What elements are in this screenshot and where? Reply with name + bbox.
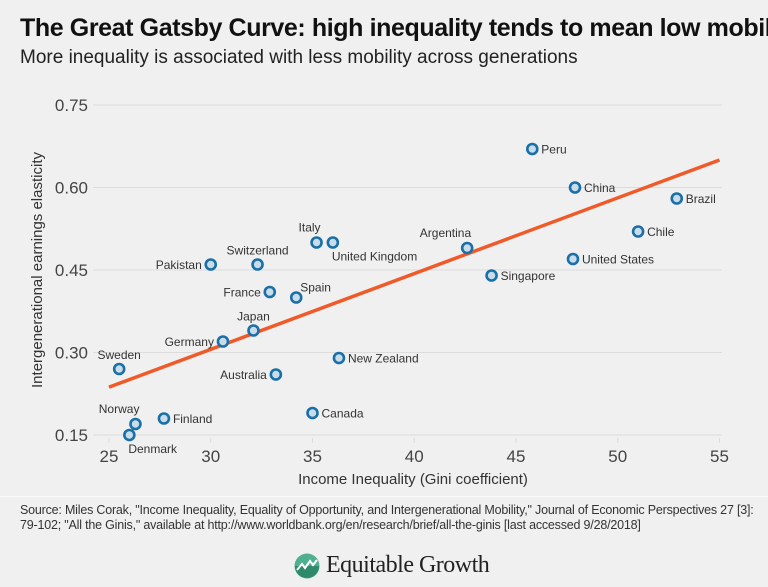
point-label: Japan	[237, 310, 270, 324]
data-point	[216, 335, 230, 348]
data-point	[332, 351, 346, 365]
data-point	[326, 236, 340, 249]
point-label: Chile	[647, 225, 675, 239]
data-point	[670, 192, 684, 205]
data-point	[568, 181, 582, 194]
point-label: China	[584, 181, 616, 195]
point-label: Singapore	[501, 269, 556, 283]
data-point	[289, 291, 303, 304]
data-point	[204, 258, 218, 271]
data-point	[157, 412, 171, 425]
y-tick-label: 0.15	[55, 426, 88, 445]
data-point	[129, 417, 142, 431]
y-tick-label: 0.60	[55, 179, 88, 198]
data-point	[263, 285, 277, 299]
x-axis-label: Income Inequality (Gini coefficient)	[298, 471, 528, 488]
x-tick-label: 50	[608, 447, 627, 466]
point-label: Peru	[541, 143, 566, 157]
point-label: Switzerland	[227, 244, 289, 258]
y-tick-label: 0.30	[55, 344, 88, 363]
data-point	[251, 258, 264, 271]
data-point	[460, 241, 474, 255]
x-tick-label: 40	[405, 447, 424, 466]
data-point	[123, 428, 136, 442]
x-tick-label: 35	[303, 447, 322, 466]
source-note: Source: Miles Corak, "Income Inequality,…	[20, 503, 754, 532]
chart-subtitle: More inequality is associated with less …	[20, 47, 578, 68]
point-label: Finland	[173, 412, 212, 426]
point-label: Brazil	[686, 192, 716, 206]
point-label: Norway	[99, 402, 140, 416]
point-label: Sweden	[97, 348, 140, 362]
data-point	[306, 406, 319, 420]
point-label: France	[223, 286, 261, 300]
point-label: New Zealand	[348, 352, 419, 366]
logo-icon	[294, 553, 320, 578]
x-tick-label: 45	[507, 447, 526, 466]
logo-text: Equitable Growth	[326, 552, 490, 578]
data-point	[247, 324, 260, 337]
data-point	[310, 236, 323, 249]
point-label: United States	[582, 253, 654, 267]
point-label: Pakistan	[156, 258, 202, 272]
footer-divider	[0, 496, 768, 497]
point-label: Denmark	[128, 442, 178, 456]
scatter-chart: 0.15 0.30 0.45 0.60 0.75 25 30 35 40 45 50 55 Income…	[29, 96, 729, 488]
point-label: Italy	[299, 221, 321, 235]
point-label: Australia	[220, 368, 267, 382]
data-point	[566, 252, 580, 266]
point-label: Argentina	[420, 226, 472, 240]
point-label: United Kingdom	[332, 250, 417, 264]
y-axis-label: Intergenerational earnings elasticity	[29, 152, 46, 388]
data-point	[525, 142, 539, 156]
data-point	[269, 368, 283, 381]
x-tick-label: 30	[201, 447, 220, 466]
point-label: Spain	[300, 281, 331, 295]
data-point	[112, 362, 126, 376]
x-tick-label: 25	[100, 447, 119, 466]
point-label: Germany	[165, 335, 214, 349]
equitable-growth-logo[interactable]: Equitable Growth	[294, 552, 490, 579]
data-point	[631, 225, 645, 238]
data-point	[485, 269, 498, 282]
point-label: Canada	[322, 407, 364, 421]
y-tick-label: 0.75	[55, 96, 88, 115]
y-tick-label: 0.45	[55, 261, 88, 280]
x-tick-label: 55	[710, 447, 729, 466]
trend-line	[108, 158, 721, 389]
chart-title: The Great Gatsby Curve: high inequality …	[20, 14, 768, 42]
